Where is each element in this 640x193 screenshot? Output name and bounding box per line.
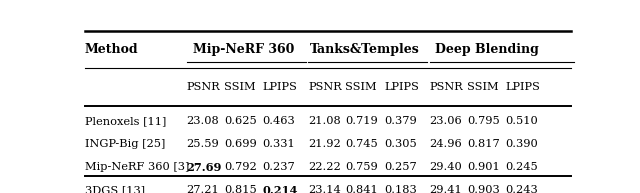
Text: 0.792: 0.792: [224, 162, 257, 172]
Text: LPIPS: LPIPS: [262, 82, 298, 92]
Text: 0.183: 0.183: [384, 185, 417, 193]
Text: 0.817: 0.817: [467, 139, 500, 149]
Text: PSNR: PSNR: [429, 82, 463, 92]
Text: 0.331: 0.331: [262, 139, 295, 149]
Text: LPIPS: LPIPS: [384, 82, 419, 92]
Text: 0.243: 0.243: [506, 185, 538, 193]
Text: 23.06: 23.06: [429, 116, 463, 126]
Text: LPIPS: LPIPS: [506, 82, 540, 92]
Text: SSIM: SSIM: [346, 82, 377, 92]
Text: Mip-NeRF 360 [3]: Mip-NeRF 360 [3]: [85, 162, 189, 172]
Text: 24.96: 24.96: [429, 139, 463, 149]
Text: Plenoxels [11]: Plenoxels [11]: [85, 116, 166, 126]
Text: 0.719: 0.719: [346, 116, 378, 126]
Text: 0.245: 0.245: [506, 162, 538, 172]
Text: 27.21: 27.21: [187, 185, 220, 193]
Text: Deep Blending: Deep Blending: [435, 43, 539, 56]
Text: 0.815: 0.815: [224, 185, 257, 193]
Text: Tanks&Temples: Tanks&Temples: [310, 43, 420, 56]
Text: 0.745: 0.745: [346, 139, 378, 149]
Text: 23.14: 23.14: [308, 185, 341, 193]
Text: 0.510: 0.510: [506, 116, 538, 126]
Text: 29.40: 29.40: [429, 162, 463, 172]
Text: 23.08: 23.08: [187, 116, 220, 126]
Text: SSIM: SSIM: [224, 82, 255, 92]
Text: 0.901: 0.901: [467, 162, 500, 172]
Text: 21.08: 21.08: [308, 116, 341, 126]
Text: 0.903: 0.903: [467, 185, 500, 193]
Text: 3DGS [13]: 3DGS [13]: [85, 185, 145, 193]
Text: PSNR: PSNR: [308, 82, 342, 92]
Text: 0.759: 0.759: [346, 162, 378, 172]
Text: 0.237: 0.237: [262, 162, 295, 172]
Text: 22.22: 22.22: [308, 162, 341, 172]
Text: Method: Method: [85, 43, 139, 56]
Text: SSIM: SSIM: [467, 82, 499, 92]
Text: 0.463: 0.463: [262, 116, 295, 126]
Text: 0.390: 0.390: [506, 139, 538, 149]
Text: 0.699: 0.699: [224, 139, 257, 149]
Text: 29.41: 29.41: [429, 185, 463, 193]
Text: 0.379: 0.379: [384, 116, 417, 126]
Text: 0.795: 0.795: [467, 116, 500, 126]
Text: 0.305: 0.305: [384, 139, 417, 149]
Text: 0.625: 0.625: [224, 116, 257, 126]
Text: 25.59: 25.59: [187, 139, 220, 149]
Text: INGP-Big [25]: INGP-Big [25]: [85, 139, 165, 149]
Text: 0.841: 0.841: [346, 185, 378, 193]
Text: PSNR: PSNR: [187, 82, 220, 92]
Text: Mip-NeRF 360: Mip-NeRF 360: [193, 43, 294, 56]
Text: 0.257: 0.257: [384, 162, 417, 172]
Text: 27.69: 27.69: [187, 162, 222, 173]
Text: 0.214: 0.214: [262, 185, 298, 193]
Text: 21.92: 21.92: [308, 139, 341, 149]
